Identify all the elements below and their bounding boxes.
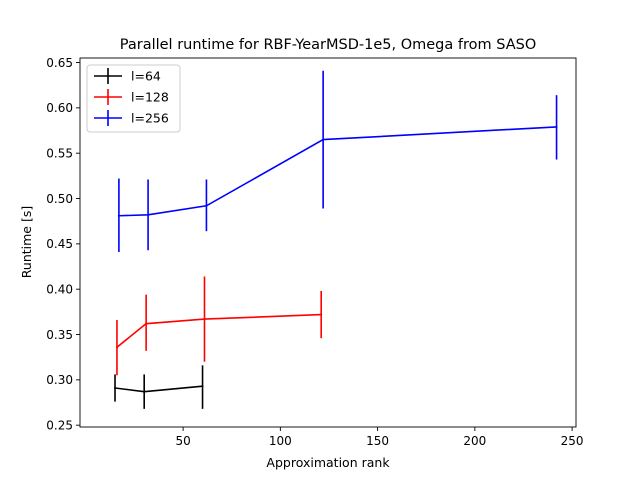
series-line [116, 313, 322, 348]
legend-box [86, 64, 181, 133]
data-point [322, 138, 325, 141]
y-tick-label: 0.60 [46, 101, 73, 115]
data-point [117, 214, 120, 217]
data-point [320, 313, 323, 316]
axis-ticks: 50 100 150 200 250 0.25 0.30 0.35 0.40 0.45 0.50 0.… [46, 56, 583, 448]
plot-area [114, 70, 558, 409]
y-tick-label: 0.30 [46, 373, 73, 387]
data-point [114, 387, 117, 390]
y-axis-label: Runtime [s] [19, 206, 34, 278]
y-tick-label: 0.65 [46, 56, 73, 70]
y-tick-label: 0.45 [46, 237, 73, 251]
x-tick-label: 200 [463, 434, 486, 448]
data-point [145, 322, 148, 325]
x-tick-label: 50 [175, 434, 190, 448]
x-tick-label: 250 [561, 434, 584, 448]
legend: l=64 l=128 l=256 [86, 64, 181, 133]
series-1 [115, 276, 323, 376]
legend-label: l=128 [131, 90, 169, 105]
legend-label: l=64 [131, 69, 161, 84]
data-point [115, 346, 118, 349]
x-axis-label: Approximation rank [266, 455, 390, 470]
data-point [205, 204, 208, 207]
chart-title: Parallel runtime for RBF-YearMSD-1e5, Om… [120, 37, 537, 53]
data-point [203, 318, 206, 321]
y-tick-label: 0.35 [46, 328, 73, 342]
x-tick-label: 150 [366, 434, 389, 448]
data-point [143, 390, 146, 393]
data-point [147, 213, 150, 216]
y-tick-label: 0.40 [46, 282, 73, 296]
data-point [201, 385, 204, 388]
axes-frame [79, 57, 577, 428]
series-2 [117, 70, 558, 253]
legend-label: l=256 [131, 111, 169, 126]
x-tick-label: 100 [269, 434, 292, 448]
y-tick-label: 0.55 [46, 146, 73, 160]
series-0 [114, 365, 204, 409]
data-point [555, 125, 558, 128]
y-tick-label: 0.25 [46, 418, 73, 432]
y-tick-label: 0.50 [46, 192, 73, 206]
